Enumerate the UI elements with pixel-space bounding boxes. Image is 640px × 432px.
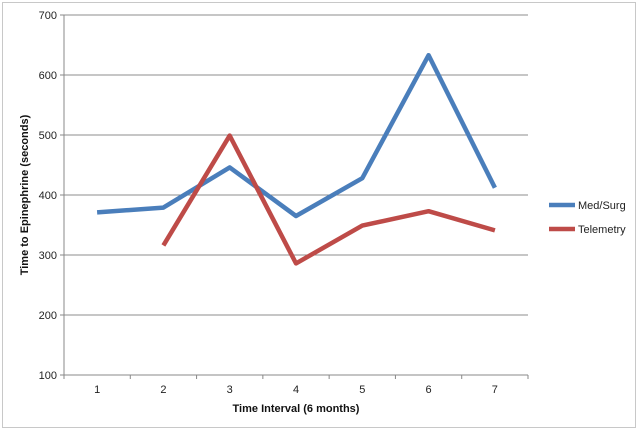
y-tick-label: 500 (39, 130, 57, 142)
legend-label-1: Telemetry (578, 224, 626, 236)
y-tick-labels: 100 200 300 400 500 600 700 (39, 10, 57, 382)
x-tick-label: 4 (293, 384, 299, 396)
x-tick-labels: 1 2 3 4 5 6 7 (94, 384, 498, 396)
x-tick-label: 7 (492, 384, 498, 396)
y-tick-label: 100 (39, 370, 57, 382)
x-tick-label: 2 (160, 384, 166, 396)
y-axis-title: Time to Epinephrine (seconds) (19, 114, 31, 275)
y-tick-label: 400 (39, 190, 57, 202)
x-tick-label: 6 (426, 384, 432, 396)
x-tick-label: 3 (227, 384, 233, 396)
x-tick-label: 1 (94, 384, 100, 396)
x-axis-title: Time Interval (6 months) (233, 403, 360, 415)
chart-frame (2, 2, 636, 428)
y-tick-label: 700 (39, 10, 57, 22)
y-tick-label: 200 (39, 310, 57, 322)
legend-label-0: Med/Surg (578, 200, 626, 212)
y-tick-label: 600 (39, 70, 57, 82)
legend: Med/Surg Telemetry (549, 200, 626, 236)
axes (63, 15, 528, 376)
series-line-0 (96, 52, 497, 219)
gridlines (60, 14, 529, 379)
y-tick-label: 300 (39, 250, 57, 262)
series-line-1 (161, 133, 496, 266)
series-lines (96, 52, 497, 266)
x-tick-label: 5 (359, 384, 365, 396)
